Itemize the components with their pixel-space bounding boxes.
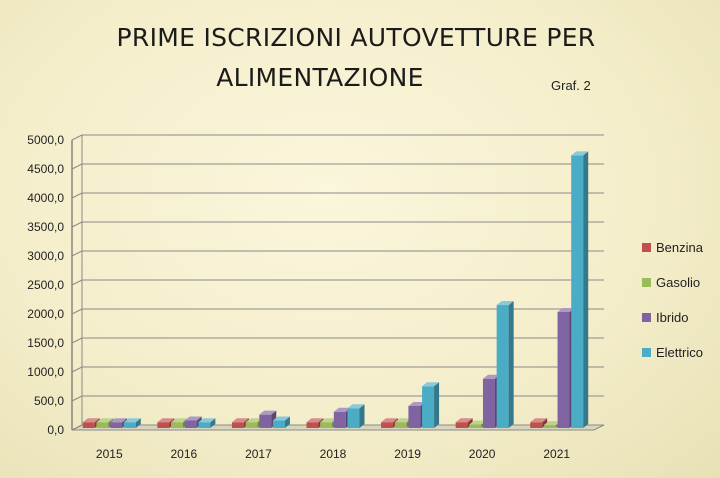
bar-elettrico-2021 bbox=[571, 151, 589, 428]
legend-swatch bbox=[642, 278, 651, 287]
y-tick-label: 500,0 bbox=[34, 394, 64, 408]
gridline-depth bbox=[71, 279, 83, 286]
x-tick-label: 2019 bbox=[394, 447, 421, 461]
y-tick-label: 1500,0 bbox=[27, 336, 64, 350]
gridline-depth bbox=[71, 337, 83, 344]
legend-swatch bbox=[642, 243, 651, 252]
x-tick-label: 2021 bbox=[543, 447, 570, 461]
y-tick-label: 0,0 bbox=[47, 423, 64, 437]
legend-item-ibrido: Ibrido bbox=[642, 300, 720, 335]
x-tick-label: 2017 bbox=[245, 447, 272, 461]
graph-number-label: Graf. 2 bbox=[551, 78, 591, 93]
bar-elettrico-2020 bbox=[496, 301, 514, 428]
chart-title-line1: PRIME ISCRIZIONI AUTOVETTURE PER bbox=[116, 23, 596, 52]
gridline-depth bbox=[71, 395, 83, 402]
bar-elettrico-2015 bbox=[123, 418, 141, 428]
bar-elettrico-2017 bbox=[272, 416, 290, 428]
gridline-depth bbox=[71, 221, 83, 228]
gridline-depth bbox=[71, 366, 83, 373]
bar-elettrico-2018 bbox=[347, 404, 365, 428]
y-tick-label: 3000,0 bbox=[27, 249, 64, 263]
x-tick-label: 2020 bbox=[469, 447, 496, 461]
gridline-depth bbox=[71, 192, 83, 199]
legend-swatch bbox=[642, 313, 651, 322]
chart-title: PRIME ISCRIZIONI AUTOVETTURE PER ALIMENT… bbox=[0, 18, 720, 98]
legend-item-elettrico: Elettrico bbox=[642, 335, 720, 370]
y-tick-label: 5000,0 bbox=[27, 133, 64, 147]
y-tick-label: 3500,0 bbox=[27, 220, 64, 234]
gridline-depth bbox=[71, 424, 83, 431]
gridline-depth bbox=[71, 308, 83, 315]
bar-benzina-2021 bbox=[530, 418, 548, 428]
y-tick-label: 2000,0 bbox=[27, 307, 64, 321]
legend-swatch bbox=[642, 348, 651, 357]
gridline-depth bbox=[71, 163, 83, 170]
y-tick-label: 4500,0 bbox=[27, 162, 64, 176]
y-tick-label: 4000,0 bbox=[27, 191, 64, 205]
chart-title-line2: ALIMENTAZIONE bbox=[216, 63, 424, 92]
legend-label: Gasolio bbox=[656, 275, 701, 290]
x-tick-label: 2018 bbox=[320, 447, 347, 461]
chart-legend: Benzina Gasolio Ibrido Elettrico bbox=[642, 230, 720, 370]
bar-benzina-2020 bbox=[455, 418, 473, 428]
x-tick-label: 2016 bbox=[171, 447, 198, 461]
y-tick-label: 2500,0 bbox=[27, 278, 64, 292]
bar-elettrico-2019 bbox=[422, 382, 440, 428]
legend-label: Ibrido bbox=[656, 310, 689, 325]
legend-item-gasolio: Gasolio bbox=[642, 265, 720, 300]
gridline-depth bbox=[71, 134, 83, 141]
legend-label: Elettrico bbox=[656, 345, 703, 360]
legend-item-benzina: Benzina bbox=[642, 230, 720, 265]
x-tick-label: 2015 bbox=[96, 447, 123, 461]
y-tick-label: 1000,0 bbox=[27, 365, 64, 379]
gridline-depth bbox=[71, 250, 83, 257]
bar-elettrico-2016 bbox=[198, 418, 216, 428]
legend-label: Benzina bbox=[656, 240, 703, 255]
